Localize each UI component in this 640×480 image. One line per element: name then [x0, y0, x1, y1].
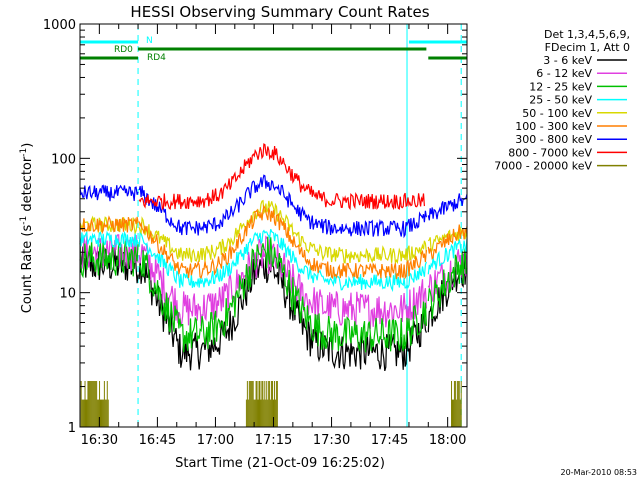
series-segment-5-2: [427, 224, 468, 260]
y-tick-label: 1: [68, 421, 76, 436]
legend-entry-label: 100 - 300 keV: [515, 120, 592, 133]
legend-entry-label: 7000 - 20000 keV: [494, 160, 592, 173]
series-300-to-800keV: [79, 174, 468, 239]
x-tick-label: 17:00: [197, 433, 234, 448]
series-segment-3-2: [427, 238, 468, 275]
x-axis-label: Start Time (21-Oct-09 16:25:02): [175, 456, 385, 471]
series-segment-6-2: [427, 193, 468, 221]
series-segment-1-2: [427, 249, 468, 302]
legend-entry-label: 25 - 50 keV: [529, 94, 592, 107]
series-segment-0-1: [138, 255, 427, 372]
flag-label-n: N: [146, 36, 153, 46]
y-tick-label: 100: [51, 152, 76, 167]
x-tick-label: 18:00: [429, 433, 466, 448]
x-tick-label: 16:30: [81, 433, 118, 448]
series-100-to-300keV: [79, 204, 468, 280]
series-segment-5-0: [79, 215, 139, 235]
legend-entry-label: 6 - 12 keV: [536, 67, 592, 80]
generation-timestamp: 20-Mar-2010 08:53: [561, 468, 638, 477]
series-segment-3-1: [138, 228, 427, 293]
legend: Det 1,3,4,5,6,9,FDecim 1, Att 03 - 6 keV…: [494, 28, 630, 173]
legend-entry-label: 12 - 25 keV: [529, 80, 592, 93]
series-segment-3-0: [79, 229, 139, 248]
x-tick-label: 17:30: [313, 433, 350, 448]
series-segment-2-2: [427, 247, 468, 319]
y-axis-label: Count Rate (s-1 detector-1): [19, 143, 35, 314]
legend-entry-label: 300 - 800 keV: [515, 133, 592, 146]
series-segment-4-2: [427, 226, 468, 253]
chart-title: HESSI Observing Summary Count Rates: [130, 3, 429, 21]
legend-header-line: Det 1,3,4,5,6,9,: [544, 28, 630, 41]
chart-marks-layer: N RD0 RD4 1 10 100 1000 16:30 16:45 17:00 17:15 17:…: [43, 18, 468, 448]
series-segment-2-1: [138, 236, 427, 353]
flag-label-rd4: RD4: [147, 53, 166, 63]
series-segment-1-1: [138, 235, 427, 330]
series-12-to-25keV: [79, 236, 468, 353]
legend-entry-label: 3 - 6 keV: [543, 54, 592, 67]
series-segment-6-1: [138, 174, 427, 239]
x-tick-label: 17:45: [371, 433, 408, 448]
y-tick-label: 1000: [43, 18, 76, 33]
plot-frame: [79, 23, 468, 428]
x-tick-label: 16:45: [139, 433, 176, 448]
series-25-to-50keV: [79, 228, 468, 293]
series-segment-6-0: [79, 184, 139, 202]
series-segment-2-0: [79, 240, 139, 279]
series-800-to-7000keV: [138, 143, 425, 211]
series-segment-7-0: [138, 143, 425, 211]
series-segment-4-1: [138, 199, 427, 265]
series-7000-20000kev-spikes: [80, 381, 462, 427]
flag-label-rd0: RD0: [114, 45, 133, 55]
y-tick-label: 10: [59, 287, 76, 302]
legend-entry-label: 800 - 7000 keV: [508, 146, 592, 159]
x-tick-label: 17:15: [255, 433, 292, 448]
series-segment-5-1: [138, 204, 427, 280]
legend-header-line: FDecim 1, Att 0: [545, 41, 630, 54]
legend-entry-label: 50 - 100 keV: [522, 107, 592, 120]
